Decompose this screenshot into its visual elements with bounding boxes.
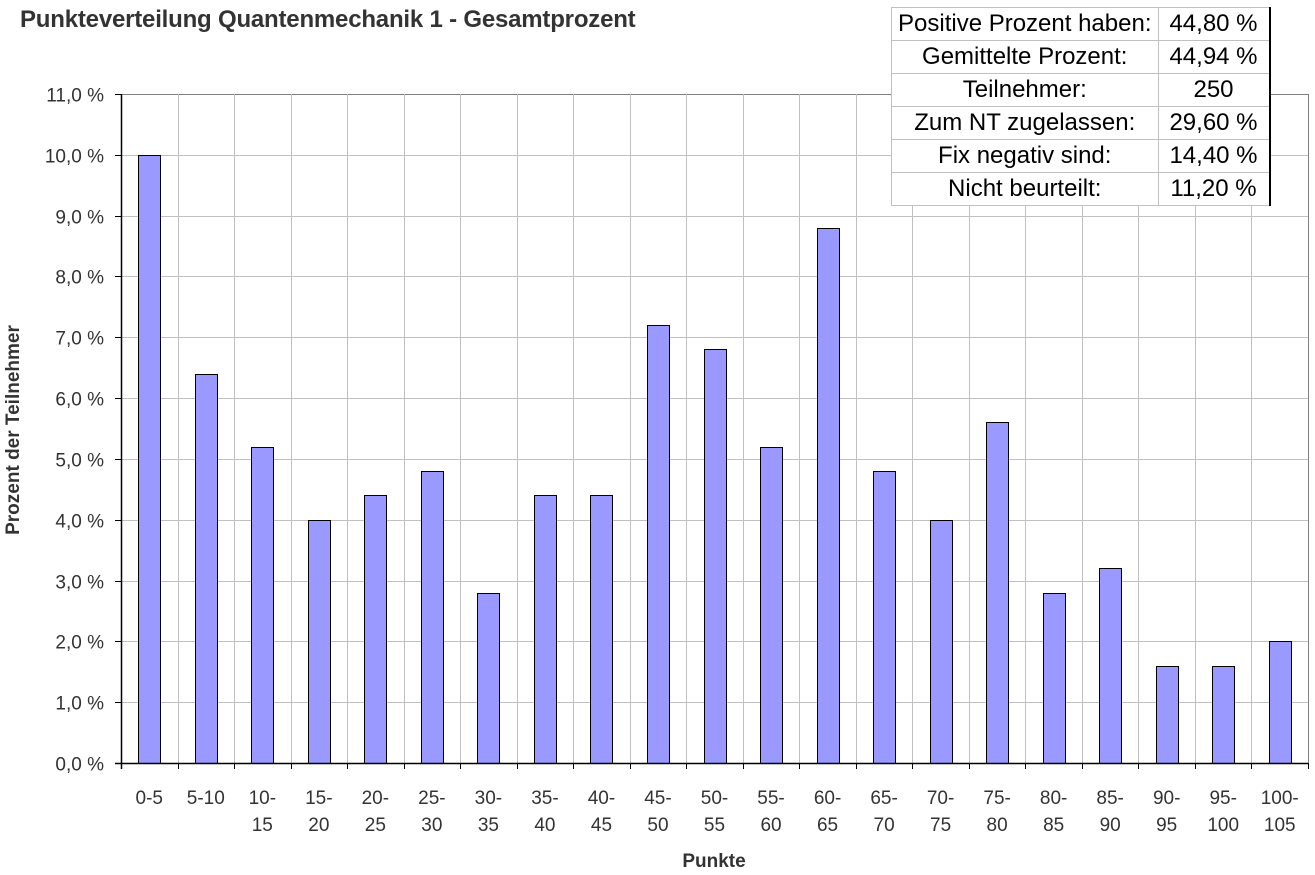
bar-55-60 (760, 447, 783, 764)
stats-value: 29,60 % (1157, 106, 1271, 140)
x-tick-label: 50- (701, 788, 728, 809)
bar-80-85 (1043, 593, 1066, 764)
bar-15-20 (308, 520, 331, 764)
x-tick-label: 85 (1043, 815, 1064, 836)
x-tick-label: 45 (591, 815, 612, 836)
bar-35-40 (534, 495, 557, 764)
y-tick-label: 1,0 % (55, 694, 104, 715)
stats-table: Positive Prozent haben: 44,80 % Gemittelte… (891, 7, 1271, 206)
stats-label: Nicht beurteilt: (891, 172, 1159, 206)
x-tick-label: 105 (1264, 815, 1296, 836)
x-tick-label: 10- (249, 788, 276, 809)
x-tick-label: 60 (760, 815, 781, 836)
x-tick-label: 80- (1040, 788, 1067, 809)
x-tick-label: 75- (983, 788, 1010, 809)
x-tick-label: 35 (478, 815, 499, 836)
y-tick-label: 3,0 % (55, 573, 104, 594)
bar-65-70 (873, 471, 896, 764)
x-tick-label: 30 (421, 815, 442, 836)
stats-row: Fix negativ sind: 14,40 % (891, 139, 1271, 173)
bar-5-10 (195, 374, 218, 764)
bar-90-95 (1156, 666, 1179, 764)
bar-100-105 (1269, 641, 1292, 764)
x-tick-label: 70- (927, 788, 954, 809)
x-tick-label: 25- (418, 788, 445, 809)
bar-30-35 (477, 593, 500, 764)
x-tick-labels: 0-5 5-10 10- 15 15- 20 20- 25 25- 30 30- 35 35- 40 40-… (136, 788, 1299, 836)
x-tick-label: 55- (757, 788, 784, 809)
stats-label: Gemittelte Prozent: (891, 40, 1159, 74)
x-tick-label: 70 (874, 815, 895, 836)
y-tick-label: 10,0 % (45, 147, 104, 168)
x-tick-label: 40- (588, 788, 615, 809)
y-tick-label: 0,0 % (55, 755, 104, 776)
y-tick-label: 4,0 % (55, 512, 104, 533)
stats-row: Positive Prozent haben: 44,80 % (891, 7, 1271, 41)
y-tick-label: 9,0 % (55, 208, 104, 229)
x-tick-label: 0-5 (136, 788, 163, 809)
y-tick-label: 2,0 % (55, 633, 104, 654)
axes (115, 94, 1309, 769)
x-tick-label: 40 (534, 815, 555, 836)
bar-10-15 (251, 447, 274, 764)
stats-value: 250 (1157, 73, 1271, 107)
bar-25-30 (421, 471, 444, 764)
x-tick-label: 20- (362, 788, 389, 809)
y-tick-label: 7,0 % (55, 329, 104, 350)
bar-50-55 (704, 349, 727, 764)
stats-label: Fix negativ sind: (891, 139, 1159, 173)
x-tick-label: 60- (814, 788, 841, 809)
stats-row: Gemittelte Prozent: 44,94 % (891, 40, 1271, 74)
stats-value: 14,40 % (1157, 139, 1271, 173)
bar-40-45 (590, 495, 613, 764)
x-tick-label: 90- (1153, 788, 1180, 809)
bar-75-80 (986, 422, 1009, 764)
x-tick-label: 20 (308, 815, 329, 836)
bar-70-75 (930, 520, 953, 764)
x-tick-label: 90 (1100, 815, 1121, 836)
x-tick-label: 75 (930, 815, 951, 836)
x-tick-label: 50 (647, 815, 668, 836)
x-tick-label: 35- (531, 788, 558, 809)
x-tick-label: 25 (365, 815, 386, 836)
y-tick-label: 8,0 % (55, 268, 104, 289)
x-tick-label: 100- (1261, 788, 1299, 809)
x-tick-label: 80 (987, 815, 1008, 836)
bar-45-50 (647, 325, 670, 764)
x-tick-label: 55 (704, 815, 725, 836)
y-tick-label: 5,0 % (55, 451, 104, 472)
stats-row: Nicht beurteilt: 11,20 % (891, 172, 1271, 206)
x-tick-label: 100 (1207, 815, 1239, 836)
x-tick-label: 65 (817, 815, 838, 836)
y-tick-labels: 0,0 % 1,0 % 2,0 % 3,0 % 4,0 % 5,0 % 6,0 % 7,0 %… (45, 86, 104, 776)
stats-label: Zum NT zugelassen: (891, 106, 1159, 140)
y-tick-label: 6,0 % (55, 390, 104, 411)
bar-0-5 (138, 155, 161, 764)
stats-row: Zum NT zugelassen: 29,60 % (891, 106, 1271, 140)
x-tick-label: 65- (870, 788, 897, 809)
x-tick-label: 45- (644, 788, 671, 809)
bar-85-90 (1099, 568, 1122, 764)
stats-value: 44,94 % (1157, 40, 1271, 74)
stats-row: Teilnehmer: 250 (891, 73, 1271, 107)
x-axis-title: Punkte (682, 851, 746, 872)
x-tick-label: 85- (1096, 788, 1123, 809)
y-axis-title: Prozent der Teilnehmer (3, 325, 24, 535)
x-tick-label: 15- (305, 788, 332, 809)
stats-label: Teilnehmer: (891, 73, 1159, 107)
stats-label: Positive Prozent haben: (891, 7, 1159, 41)
y-tick-label: 11,0 % (46, 86, 104, 107)
x-tick-label: 15 (252, 815, 273, 836)
x-tick-label: 95 (1156, 815, 1177, 836)
bar-60-65 (817, 228, 840, 764)
bar-20-25 (364, 495, 387, 764)
x-tick-label: 5-10 (187, 788, 225, 809)
stats-value: 11,20 % (1157, 172, 1271, 206)
x-tick-label: 95- (1209, 788, 1236, 809)
x-tick-label: 30- (475, 788, 502, 809)
stats-value: 44,80 % (1157, 7, 1271, 41)
chart-title: Punkteverteilung Quantenmechanik 1 - Ges… (20, 6, 636, 33)
bar-95-100 (1212, 666, 1235, 764)
